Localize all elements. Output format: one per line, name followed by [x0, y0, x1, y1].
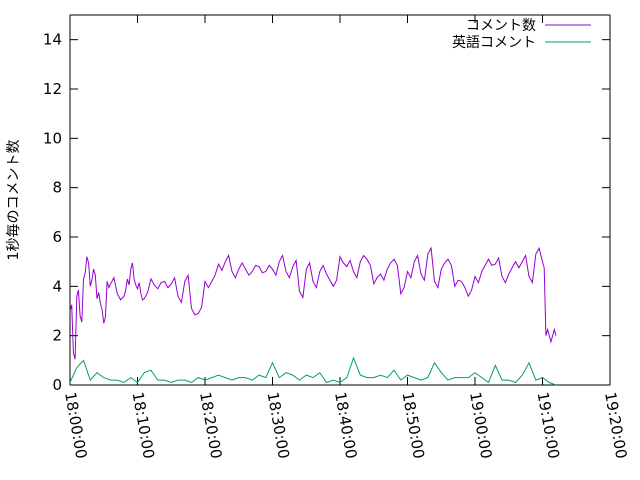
y-tick-label: 6: [52, 228, 62, 246]
plot-frame: [69, 14, 611, 386]
x-tick-label: 18:10:00: [129, 391, 158, 460]
y-tick-label: 2: [52, 327, 62, 345]
x-tick-label: 18:00:00: [61, 391, 90, 460]
y-axis-ticks: 0 2 4 6 8 10 12 14: [43, 31, 610, 394]
legend-label: 英語コメント: [452, 34, 536, 51]
y-tick-label: 12: [43, 80, 62, 98]
series-line-2: [69, 356, 557, 386]
y-tick-label: 10: [43, 129, 62, 147]
series-line-1: [69, 246, 557, 360]
legend-label: コメント数: [466, 18, 536, 34]
y-tick-label: 14: [43, 31, 62, 49]
x-tick-label: 19:10:00: [534, 391, 563, 460]
y-axis-title: 1秒毎のコメント数: [6, 140, 22, 261]
x-tick-label: 18:40:00: [331, 391, 360, 460]
y-tick-label: 4: [52, 277, 62, 295]
x-tick-label: 19:00:00: [466, 391, 495, 460]
series-layer: [69, 246, 557, 386]
x-axis-ticks: 18:00:00 18:10:00 18:20:00 18:30:00 18:40:00…: [61, 15, 630, 460]
x-tick-label: 18:30:00: [264, 391, 293, 460]
y-tick-label: 8: [52, 179, 62, 197]
y-tick-label: 0: [52, 376, 62, 394]
x-tick-label: 19:20:00: [601, 391, 630, 460]
x-tick-label: 18:50:00: [399, 391, 428, 460]
x-tick-label: 18:20:00: [196, 391, 225, 460]
